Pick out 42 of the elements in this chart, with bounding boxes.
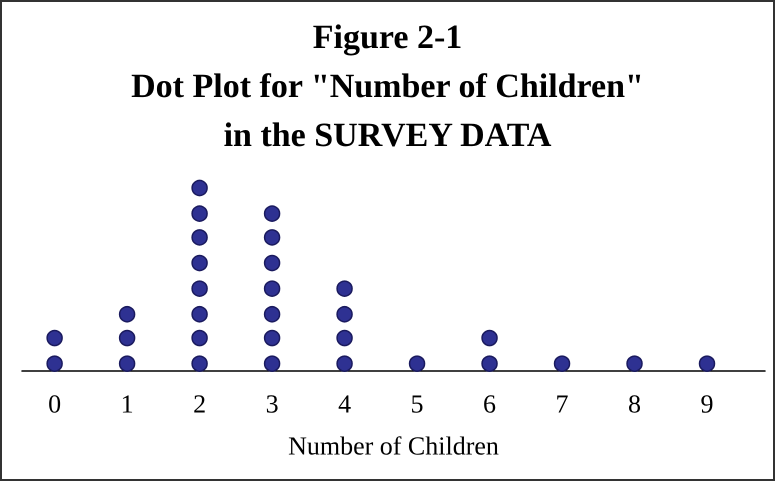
x-tick-label: 2 (193, 390, 206, 418)
point (264, 306, 280, 323)
point (191, 330, 208, 346)
point (118, 330, 136, 346)
point (264, 229, 280, 246)
point (264, 330, 280, 346)
x-tick-label: 1 (120, 390, 134, 418)
point (336, 330, 353, 346)
x-tick-label: 5 (410, 390, 424, 418)
point (264, 205, 280, 222)
point (264, 355, 280, 372)
point (191, 254, 208, 272)
x-tick-label: 6 (483, 390, 496, 418)
point (698, 355, 716, 372)
chart-title: Figure 2-1 Dot Plot for "Number of Children" in the SURVEY DATA (131, 19, 644, 154)
point (336, 280, 353, 297)
point (481, 355, 498, 372)
x-tick-label: 4 (338, 390, 352, 418)
point (191, 180, 208, 196)
point (118, 306, 136, 323)
point (191, 229, 208, 246)
point (118, 355, 136, 372)
point (264, 280, 280, 297)
point (481, 330, 498, 346)
point (46, 355, 63, 372)
point (191, 205, 208, 222)
point (336, 306, 353, 323)
point (191, 306, 208, 323)
x-tick-label: 7 (556, 390, 569, 418)
point (626, 355, 643, 372)
x-tick-label: 8 (628, 390, 642, 418)
point (336, 355, 353, 372)
point (264, 254, 280, 272)
x-tick-label: 0 (48, 390, 62, 418)
point (408, 355, 426, 372)
point (554, 355, 570, 372)
point (191, 280, 208, 297)
point (191, 355, 208, 372)
x-tick-label: 3 (266, 390, 279, 418)
x-axis-title: Number of Children (288, 432, 499, 460)
point (46, 330, 63, 346)
x-tick-label: 9 (700, 390, 714, 418)
